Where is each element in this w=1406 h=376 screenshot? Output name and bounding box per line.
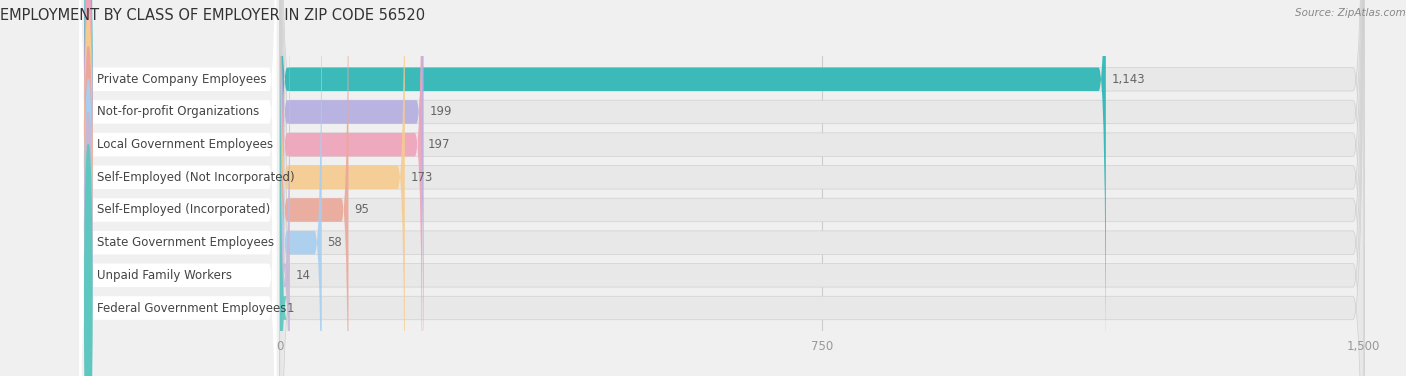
FancyBboxPatch shape: [280, 0, 1364, 376]
FancyBboxPatch shape: [280, 0, 1364, 376]
Text: Federal Government Employees: Federal Government Employees: [97, 302, 287, 314]
Circle shape: [84, 79, 91, 376]
Text: 199: 199: [429, 105, 451, 118]
FancyBboxPatch shape: [280, 0, 423, 376]
FancyBboxPatch shape: [280, 0, 1364, 376]
FancyBboxPatch shape: [80, 0, 276, 376]
Text: Self-Employed (Incorporated): Self-Employed (Incorporated): [97, 203, 270, 217]
FancyBboxPatch shape: [280, 0, 1364, 376]
FancyBboxPatch shape: [280, 0, 405, 376]
Text: 173: 173: [411, 171, 433, 184]
FancyBboxPatch shape: [80, 0, 276, 376]
Text: Source: ZipAtlas.com: Source: ZipAtlas.com: [1295, 8, 1406, 18]
FancyBboxPatch shape: [280, 0, 349, 376]
Circle shape: [84, 112, 91, 376]
Circle shape: [84, 14, 91, 341]
FancyBboxPatch shape: [273, 0, 287, 376]
FancyBboxPatch shape: [80, 0, 276, 376]
FancyBboxPatch shape: [280, 0, 290, 376]
Text: 1,143: 1,143: [1112, 73, 1146, 86]
Text: EMPLOYMENT BY CLASS OF EMPLOYER IN ZIP CODE 56520: EMPLOYMENT BY CLASS OF EMPLOYER IN ZIP C…: [0, 8, 425, 23]
FancyBboxPatch shape: [80, 0, 276, 376]
Text: Self-Employed (Not Incorporated): Self-Employed (Not Incorporated): [97, 171, 295, 184]
FancyBboxPatch shape: [280, 0, 322, 376]
FancyBboxPatch shape: [280, 0, 422, 376]
Text: 58: 58: [328, 236, 342, 249]
Text: 95: 95: [354, 203, 370, 217]
FancyBboxPatch shape: [80, 0, 276, 376]
FancyBboxPatch shape: [280, 0, 1107, 376]
Circle shape: [84, 145, 91, 376]
FancyBboxPatch shape: [80, 0, 276, 376]
Circle shape: [84, 0, 91, 308]
Text: Local Government Employees: Local Government Employees: [97, 138, 273, 151]
Text: State Government Employees: State Government Employees: [97, 236, 274, 249]
FancyBboxPatch shape: [280, 0, 1364, 376]
Circle shape: [84, 47, 91, 373]
FancyBboxPatch shape: [80, 0, 276, 376]
Text: 1: 1: [287, 302, 294, 314]
Circle shape: [84, 0, 91, 275]
Text: Not-for-profit Organizations: Not-for-profit Organizations: [97, 105, 259, 118]
Text: Unpaid Family Workers: Unpaid Family Workers: [97, 269, 232, 282]
FancyBboxPatch shape: [280, 0, 1364, 376]
Circle shape: [84, 0, 91, 243]
Text: Private Company Employees: Private Company Employees: [97, 73, 267, 86]
FancyBboxPatch shape: [80, 0, 276, 376]
Text: 197: 197: [427, 138, 450, 151]
Text: 14: 14: [295, 269, 311, 282]
FancyBboxPatch shape: [280, 0, 1364, 376]
FancyBboxPatch shape: [280, 0, 1364, 376]
